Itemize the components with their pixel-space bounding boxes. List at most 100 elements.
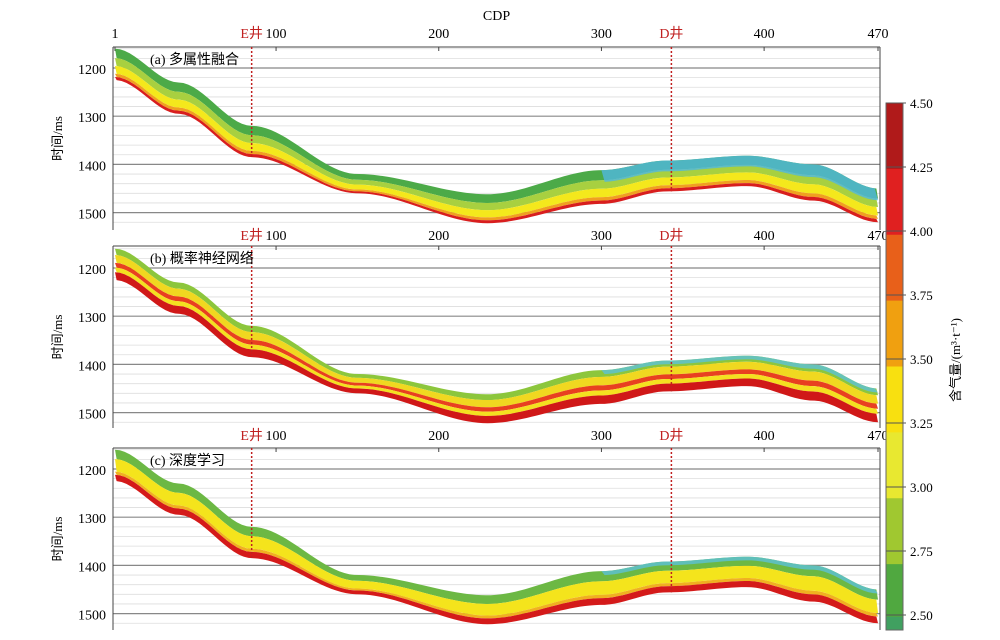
x-tick-label: 400 bbox=[754, 429, 775, 444]
colorbar-segment bbox=[886, 485, 903, 499]
colorbar-segment bbox=[886, 392, 903, 407]
colorbar-tick-label: 3.75 bbox=[910, 288, 933, 303]
y-tick-label: 1300 bbox=[78, 311, 106, 326]
colorbar-segment bbox=[886, 550, 903, 565]
colorbar-segment bbox=[886, 168, 903, 183]
colorbar-segment bbox=[886, 353, 903, 367]
y-tick-label: 1200 bbox=[78, 464, 106, 479]
colorbar-segment bbox=[886, 247, 903, 262]
colorbar-tick-label: 3.25 bbox=[910, 416, 933, 431]
colorbar-segment bbox=[886, 511, 903, 526]
y-tick-label: 1500 bbox=[78, 208, 106, 223]
panel-title: (a) 多属性融合 bbox=[150, 51, 239, 68]
colorbar-segment bbox=[886, 524, 903, 539]
gas-content-layer bbox=[115, 474, 878, 625]
low-gas-layer bbox=[601, 355, 878, 393]
panel-title: (b) 概率神经网络 bbox=[150, 250, 254, 267]
colorbar-segment bbox=[886, 326, 903, 341]
colorbar-tick-label: 4.00 bbox=[910, 224, 933, 239]
colorbar-tick-label: 4.50 bbox=[910, 96, 933, 111]
colorbar-tick-label: 3.00 bbox=[910, 480, 933, 495]
colorbar-segment bbox=[886, 379, 903, 394]
colorbar-segment bbox=[886, 445, 903, 460]
colorbar-segment bbox=[886, 616, 903, 631]
y-tick-label: 1500 bbox=[78, 408, 106, 423]
colorbar-segment bbox=[886, 366, 903, 381]
y-axis-title: 时间/ms bbox=[50, 315, 65, 360]
y-tick-label: 1400 bbox=[78, 159, 106, 174]
colorbar-segment bbox=[886, 142, 903, 157]
x-tick-label: 200 bbox=[428, 429, 449, 444]
colorbar-segment bbox=[886, 419, 903, 433]
colorbar-segment bbox=[886, 471, 903, 486]
well-label: E井 bbox=[240, 228, 263, 244]
x-tick-label: 100 bbox=[266, 229, 287, 244]
colorbar-tick-label: 4.25 bbox=[910, 160, 933, 175]
colorbar-segment bbox=[886, 406, 903, 420]
low-gas-layer bbox=[601, 556, 878, 594]
gas-content-layer bbox=[115, 267, 878, 416]
colorbar-segment bbox=[886, 564, 903, 578]
y-axis-title: 时间/ms bbox=[50, 116, 65, 161]
colorbar-segment bbox=[886, 182, 903, 196]
colorbar-segment bbox=[886, 287, 903, 302]
colorbar-segment bbox=[886, 129, 903, 144]
gas-content-layer bbox=[115, 65, 878, 218]
y-tick-label: 1400 bbox=[78, 560, 106, 575]
x-tick-label: 470 bbox=[868, 27, 889, 42]
colorbar-segment bbox=[886, 603, 903, 618]
y-tick-label: 1200 bbox=[78, 263, 106, 278]
colorbar-segment bbox=[886, 458, 903, 473]
x-tick-label: 470 bbox=[868, 229, 889, 244]
y-tick-label: 1500 bbox=[78, 609, 106, 624]
colorbar-segment bbox=[886, 498, 903, 512]
gas-content-layer bbox=[115, 58, 878, 211]
colorbar-segment bbox=[886, 590, 903, 605]
colorbar-tick-label: 3.50 bbox=[910, 352, 933, 367]
colorbar-segment bbox=[886, 155, 903, 170]
x-tick-label: 1 bbox=[112, 27, 119, 42]
y-tick-label: 1300 bbox=[78, 512, 106, 527]
x-tick-label: 100 bbox=[266, 27, 287, 42]
colorbar-label: 含气量/(m³·t⁻¹) bbox=[948, 318, 963, 402]
x-tick-label: 400 bbox=[754, 27, 775, 42]
panel-title: (c) 深度学习 bbox=[150, 453, 225, 469]
y-tick-label: 1400 bbox=[78, 359, 106, 374]
colorbar-segment bbox=[886, 234, 903, 249]
colorbar-segment bbox=[886, 261, 903, 275]
colorbar-segment bbox=[886, 577, 903, 591]
colorbar-tick-label: 2.75 bbox=[910, 544, 933, 559]
gas-content-layer bbox=[115, 262, 878, 412]
well-label: E井 bbox=[240, 26, 263, 42]
colorbar-segment bbox=[886, 103, 903, 117]
low-gas-layer bbox=[601, 155, 878, 201]
colorbar-segment bbox=[886, 274, 903, 288]
x-tick-label: 400 bbox=[754, 229, 775, 244]
colorbar-segment bbox=[886, 195, 903, 209]
x-tick-label: 200 bbox=[428, 27, 449, 42]
x-tick-label: 470 bbox=[868, 429, 889, 444]
colorbar-segment bbox=[886, 537, 903, 552]
colorbar-segment bbox=[886, 300, 903, 315]
well-label: E井 bbox=[240, 428, 263, 444]
y-axis-title: 时间/ms bbox=[50, 517, 65, 562]
colorbar-tick-label: 2.50 bbox=[910, 608, 933, 623]
gas-content-layer bbox=[115, 449, 878, 604]
x-tick-label: 300 bbox=[591, 27, 612, 42]
x-tick-label: 300 bbox=[591, 429, 612, 444]
colorbar-segment bbox=[886, 432, 903, 447]
colorbar-segment bbox=[886, 221, 903, 236]
gas-content-layer bbox=[115, 254, 878, 408]
well-label: D井 bbox=[659, 228, 683, 244]
colorbar-segment bbox=[886, 340, 903, 354]
x-axis-title: CDP bbox=[483, 9, 510, 24]
x-tick-label: 300 bbox=[591, 229, 612, 244]
y-tick-label: 1300 bbox=[78, 111, 106, 126]
colorbar-segment bbox=[886, 116, 903, 130]
colorbar-segment bbox=[886, 208, 903, 223]
x-tick-label: 100 bbox=[266, 429, 287, 444]
y-tick-label: 1200 bbox=[78, 63, 106, 78]
gas-content-layer bbox=[115, 459, 878, 616]
